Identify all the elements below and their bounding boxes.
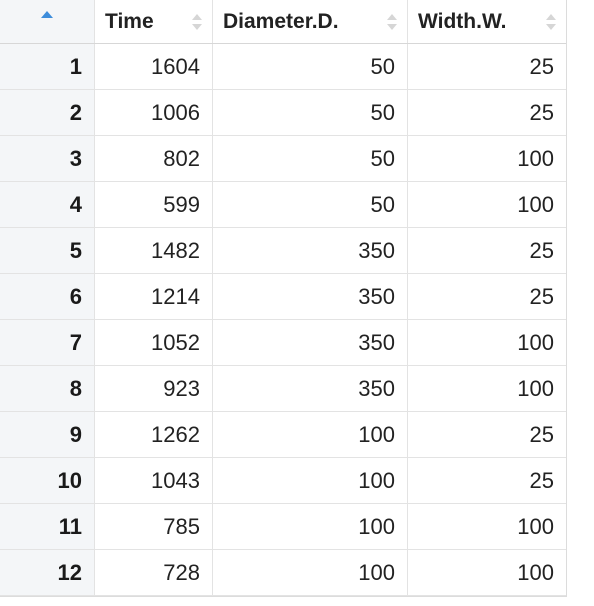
time-cell: 599 bbox=[95, 182, 213, 227]
column-header-index[interactable] bbox=[0, 0, 95, 43]
time-cell: 1043 bbox=[95, 458, 213, 503]
width-cell: 25 bbox=[529, 53, 554, 79]
width-cell: 100 bbox=[517, 329, 554, 355]
width-cell: 25 bbox=[529, 421, 554, 447]
diameter-cell: 50 bbox=[213, 182, 408, 227]
diameter-cell: 50 bbox=[213, 136, 408, 181]
diameter-cell: 350 bbox=[213, 366, 408, 411]
width-cell: 100 bbox=[517, 145, 554, 171]
time-cell: 785 bbox=[95, 504, 213, 549]
diameter-cell: 100 bbox=[213, 458, 408, 503]
column-header-label: Time bbox=[105, 9, 154, 33]
time-cell: 1052 bbox=[95, 320, 213, 365]
row-index-cell: 4 bbox=[0, 182, 95, 227]
diameter-cell: 350 bbox=[213, 320, 408, 365]
width-cell: 25 bbox=[529, 283, 554, 309]
time-cell: 802 bbox=[95, 136, 213, 181]
column-header-width[interactable]: Width.W. bbox=[408, 0, 566, 43]
row-index-cell: 6 bbox=[0, 274, 95, 319]
diameter-cell: 100 bbox=[213, 504, 408, 549]
diameter-cell: 50 bbox=[213, 44, 408, 89]
width-cell: 100 bbox=[517, 559, 554, 585]
time-cell: 728 bbox=[95, 550, 213, 595]
width-cell: 25 bbox=[529, 237, 554, 263]
table-row: 12 728 100 100 bbox=[0, 550, 566, 596]
diameter-cell: 100 bbox=[213, 412, 408, 457]
table-row: 9 1262 100 25 bbox=[0, 412, 566, 458]
diameter-cell: 350 bbox=[213, 274, 408, 319]
width-cell: 100 bbox=[517, 191, 554, 217]
table-row: 11 785 100 100 bbox=[0, 504, 566, 550]
time-cell: 1006 bbox=[95, 90, 213, 135]
table-row: 8 923 350 100 bbox=[0, 366, 566, 412]
table-row: 4 599 50 100 bbox=[0, 182, 566, 228]
column-header-label: Width.W. bbox=[418, 9, 507, 33]
row-index-cell: 3 bbox=[0, 136, 95, 181]
diameter-cell: 50 bbox=[213, 90, 408, 135]
data-grid: Time Diameter.D. Width.W. 1 1604 50 25 2 1006… bbox=[0, 0, 567, 597]
sort-icon[interactable] bbox=[546, 13, 556, 30]
row-index-cell: 1 bbox=[0, 44, 95, 89]
row-index-cell: 11 bbox=[0, 504, 95, 549]
table-row: 6 1214 350 25 bbox=[0, 274, 566, 320]
diameter-cell: 100 bbox=[213, 550, 408, 595]
column-header-label: Diameter.D. bbox=[223, 9, 339, 33]
table-row: 5 1482 350 25 bbox=[0, 228, 566, 274]
row-index-cell: 10 bbox=[0, 458, 95, 503]
row-index-cell: 5 bbox=[0, 228, 95, 273]
width-cell: 25 bbox=[529, 467, 554, 493]
time-cell: 1482 bbox=[95, 228, 213, 273]
row-index-cell: 7 bbox=[0, 320, 95, 365]
column-header-diameter[interactable]: Diameter.D. bbox=[213, 0, 408, 43]
column-header-time[interactable]: Time bbox=[95, 0, 213, 43]
row-index-cell: 2 bbox=[0, 90, 95, 135]
row-index-cell: 8 bbox=[0, 366, 95, 411]
table-row: 1 1604 50 25 bbox=[0, 44, 566, 90]
diameter-cell: 350 bbox=[213, 228, 408, 273]
width-cell: 100 bbox=[517, 375, 554, 401]
time-cell: 923 bbox=[95, 366, 213, 411]
table-row: 3 802 50 100 bbox=[0, 136, 566, 182]
table-row: 2 1006 50 25 bbox=[0, 90, 566, 136]
row-index-cell: 9 bbox=[0, 412, 95, 457]
width-cell: 25 bbox=[529, 99, 554, 125]
width-cell: 100 bbox=[517, 513, 554, 539]
row-index-cell: 12 bbox=[0, 550, 95, 595]
table-header-row: Time Diameter.D. Width.W. bbox=[0, 0, 566, 44]
table-row: 7 1052 350 100 bbox=[0, 320, 566, 366]
time-cell: 1262 bbox=[95, 412, 213, 457]
table-row: 10 1043 100 25 bbox=[0, 458, 566, 504]
sort-icon[interactable] bbox=[387, 13, 397, 30]
time-cell: 1604 bbox=[95, 44, 213, 89]
sort-icon[interactable] bbox=[192, 13, 202, 30]
sort-ascending-icon[interactable] bbox=[41, 11, 53, 18]
time-cell: 1214 bbox=[95, 274, 213, 319]
